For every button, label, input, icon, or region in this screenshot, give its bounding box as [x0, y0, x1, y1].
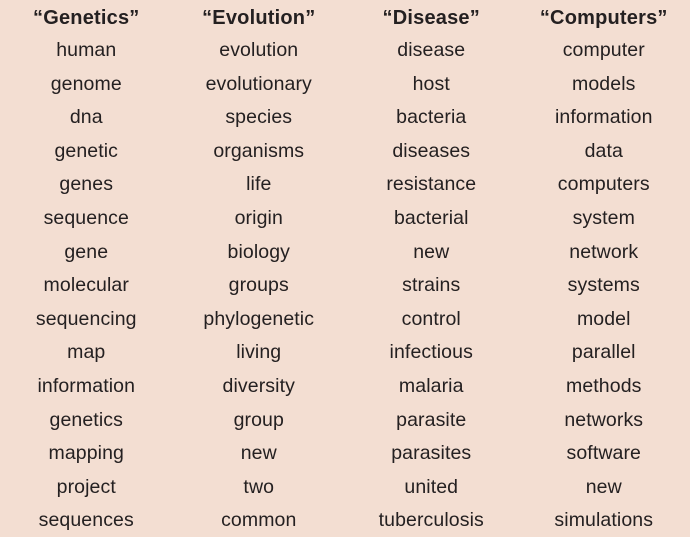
word-item: genome: [50, 72, 122, 95]
word-item: living: [236, 341, 282, 364]
word-item: organisms: [213, 139, 305, 162]
word-list-disease: disease host bacteria diseases resistance bac…: [345, 34, 518, 537]
word-item: common: [221, 509, 297, 532]
word-item: new: [413, 240, 450, 263]
topic-column-evolution: “Evolution” evolution evolutionary species…: [173, 3, 346, 537]
word-item: parasite: [396, 408, 467, 431]
word-item: strains: [402, 274, 461, 297]
word-item: species: [225, 106, 293, 129]
word-item: biology: [227, 240, 290, 263]
word-item: origin: [234, 206, 283, 229]
word-item: simulations: [554, 509, 654, 532]
word-item: two: [243, 475, 275, 498]
topic-column-computers: “Computers” computer models information dat…: [518, 3, 690, 537]
word-item: life: [246, 173, 272, 196]
word-item: project: [56, 475, 116, 498]
word-item: diversity: [222, 374, 295, 397]
word-item: gene: [64, 240, 109, 263]
word-item: networks: [564, 408, 644, 431]
word-item: sequence: [43, 206, 129, 229]
word-item: infectious: [389, 341, 473, 364]
word-item: disease: [397, 39, 466, 61]
word-item: bacterial: [393, 206, 469, 229]
word-item: parallel: [571, 341, 636, 364]
word-item: computer: [562, 39, 645, 61]
word-item: information: [554, 106, 653, 129]
word-item: information: [37, 374, 136, 397]
word-item: molecular: [43, 274, 129, 297]
column-header-computers: “Computers”: [539, 7, 668, 29]
word-item: model: [576, 307, 631, 330]
word-item: genetic: [54, 139, 119, 162]
column-header-disease: “Disease”: [382, 7, 480, 29]
word-item: phylogenetic: [203, 307, 315, 330]
column-header-evolution: “Evolution”: [202, 7, 316, 29]
word-item: tuberculosis: [378, 509, 484, 532]
word-item: control: [401, 307, 461, 330]
topic-column-disease: “Disease” disease host bacteria diseases res…: [345, 3, 518, 537]
word-item: evolutionary: [205, 72, 312, 95]
word-item: network: [569, 240, 639, 263]
word-item: diseases: [392, 139, 471, 162]
column-header-genetics: “Genetics”: [33, 7, 140, 29]
word-item: parasites: [391, 442, 472, 465]
word-item: new: [240, 442, 277, 465]
word-item: united: [404, 475, 459, 498]
word-item: computers: [557, 173, 650, 196]
word-item: genes: [59, 173, 114, 196]
word-item: host: [412, 72, 450, 95]
word-item: data: [584, 139, 623, 162]
word-item: models: [572, 72, 636, 95]
word-item: methods: [566, 374, 642, 397]
word-item: groups: [228, 274, 289, 297]
word-item: genetics: [49, 408, 123, 431]
word-item: sequencing: [35, 307, 137, 330]
topic-column-genetics: “Genetics” human genome dna genetic genes seq…: [0, 3, 173, 537]
word-item: malaria: [398, 374, 464, 397]
word-item: dna: [69, 106, 103, 129]
word-item: resistance: [386, 173, 477, 196]
word-item: evolution: [219, 39, 299, 61]
word-list-computers: computer models information data computers sy…: [518, 34, 690, 537]
word-item: software: [566, 442, 641, 465]
word-item: new: [585, 475, 622, 498]
word-item: map: [67, 341, 106, 364]
word-item: systems: [567, 274, 640, 297]
word-item: bacteria: [396, 106, 467, 129]
word-list-evolution: evolution evolutionary species organisms lif…: [173, 34, 346, 537]
word-list-genetics: human genome dna genetic genes sequence gene mo…: [0, 34, 173, 537]
word-item: human: [56, 39, 117, 61]
word-item: group: [233, 408, 284, 431]
word-item: mapping: [48, 442, 124, 465]
word-item: system: [572, 206, 635, 229]
word-item: sequences: [38, 509, 134, 532]
